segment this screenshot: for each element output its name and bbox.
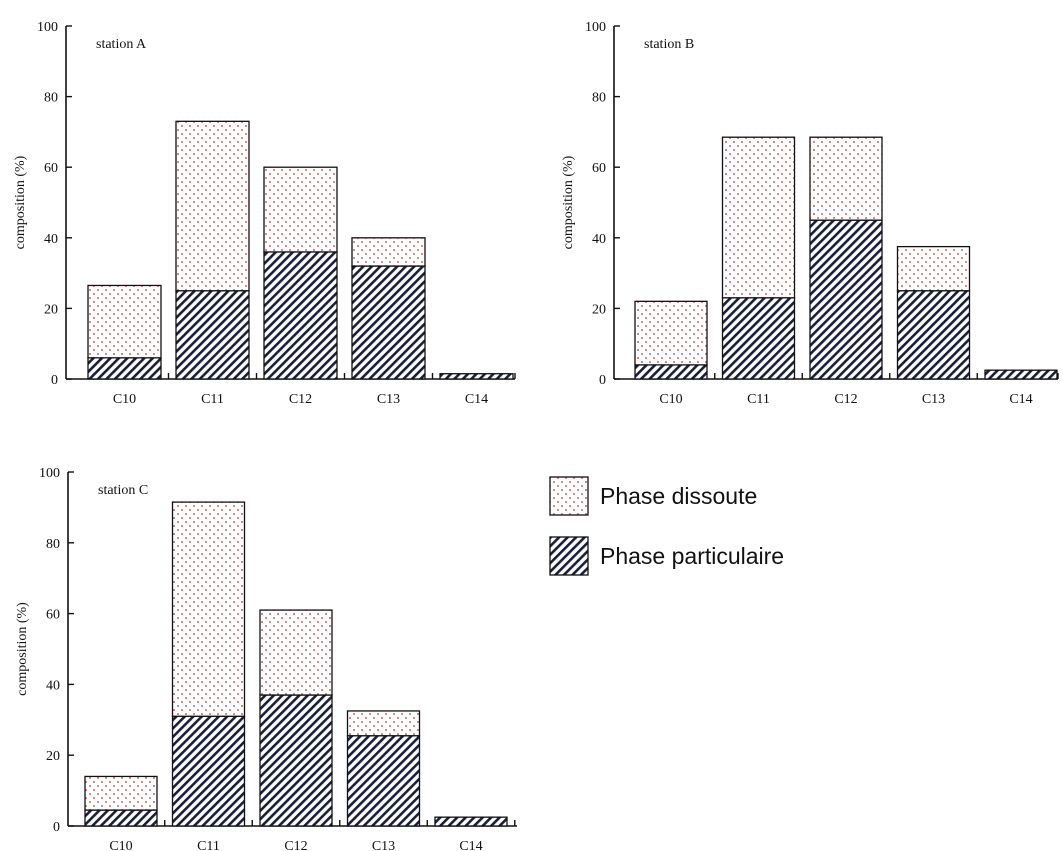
bar-dissolved-c11 [175,120,250,292]
x-tick-label-c13: C13 [377,392,400,407]
legend-label-dissolved: Phase dissoute [600,483,757,509]
chart-panel-station-b: 0 20 40 60 80 100 composition (%) station B C10 C… [561,20,1059,407]
y-tick-label-60: 60 [46,608,60,623]
x-tick-label-c11: C11 [197,839,220,851]
station-label: station C [98,483,148,498]
bar-dissolved-c10 [634,300,708,366]
y-tick-label-0: 0 [51,373,58,388]
bar-particulate-c12 [809,219,883,380]
y-tick-label-100: 100 [39,466,60,481]
bar-particulate-c10 [634,364,708,380]
y-tick-label-20: 20 [592,302,606,317]
x-tick-label-c14: C14 [459,839,482,851]
bar-dissolved-c13 [346,710,421,737]
bar-particulate-c10 [87,357,162,380]
y-axis-title: composition (%) [561,155,576,249]
chart-panel-station-a: 0 20 40 60 80 100 composition (%) station A C10 C… [13,20,516,407]
y-tick-label-80: 80 [44,91,58,106]
y-axis-title: composition (%) [15,602,30,696]
y-tick-label-20: 20 [46,749,60,764]
legend-swatch-particulate [549,536,589,576]
bar-dissolved-c10 [87,284,162,359]
bar-particulate-c14 [439,373,514,380]
y-tick-label-40: 40 [592,232,606,247]
y-tick-label-100: 100 [37,20,58,35]
x-tick-label-c10: C10 [113,392,136,407]
x-tick-label-c13: C13 [922,392,945,407]
bar-particulate-c12 [259,694,333,827]
x-tick-label-c14: C14 [1009,392,1032,407]
bar-dissolved-c13 [351,237,426,267]
bar-dissolved-c10 [84,775,158,811]
x-tick-label-c14: C14 [465,392,488,407]
bar-particulate-c13 [351,265,426,380]
y-tick-label-80: 80 [46,537,60,552]
bar-particulate-c12 [263,251,338,380]
station-label: station A [96,37,147,52]
legend: Phase dissoute Phase particulaire [549,476,784,576]
bar-particulate-c13 [346,735,421,827]
x-tick-label-c13: C13 [372,839,395,851]
y-tick-label-0: 0 [599,373,606,388]
y-tick-label-60: 60 [592,161,606,176]
x-tick-label-c10: C10 [659,392,682,407]
bar-particulate-c14 [984,369,1058,380]
y-tick-label-80: 80 [592,91,606,106]
bar-dissolved-c11 [171,501,246,717]
y-axis-title: composition (%) [13,155,28,249]
chart-panel-station-c: 0 20 40 60 80 100 composition (%) station C C10 C… [15,466,517,851]
y-tick-label-60: 60 [44,161,58,176]
bar-dissolved-c11 [721,136,796,299]
y-tick-label-0: 0 [53,820,60,835]
legend-label-particulate: Phase particulaire [600,543,784,569]
y-tick-label-40: 40 [44,232,58,247]
x-tick-label-c12: C12 [289,392,312,407]
bar-dissolved-c12 [809,136,883,221]
bar-dissolved-c12 [263,166,338,253]
bar-particulate-c11 [175,290,250,380]
x-tick-label-c12: C12 [284,839,307,851]
station-label: station B [644,37,694,52]
bar-particulate-c13 [896,290,971,380]
bar-dissolved-c12 [259,609,333,696]
x-tick-label-c11: C11 [747,392,770,407]
bar-particulate-c11 [171,715,246,827]
x-tick-label-c12: C12 [834,392,857,407]
x-tick-label-c10: C10 [109,839,132,851]
bar-particulate-c11 [721,297,796,380]
y-tick-label-40: 40 [46,678,60,693]
bar-dissolved-c13 [896,245,971,292]
legend-swatch-dissolved [549,476,589,516]
x-tick-label-c11: C11 [201,392,224,407]
y-tick-label-100: 100 [585,20,606,35]
y-tick-label-20: 20 [44,302,58,317]
bar-particulate-c10 [84,809,158,827]
bar-particulate-c14 [434,816,508,827]
